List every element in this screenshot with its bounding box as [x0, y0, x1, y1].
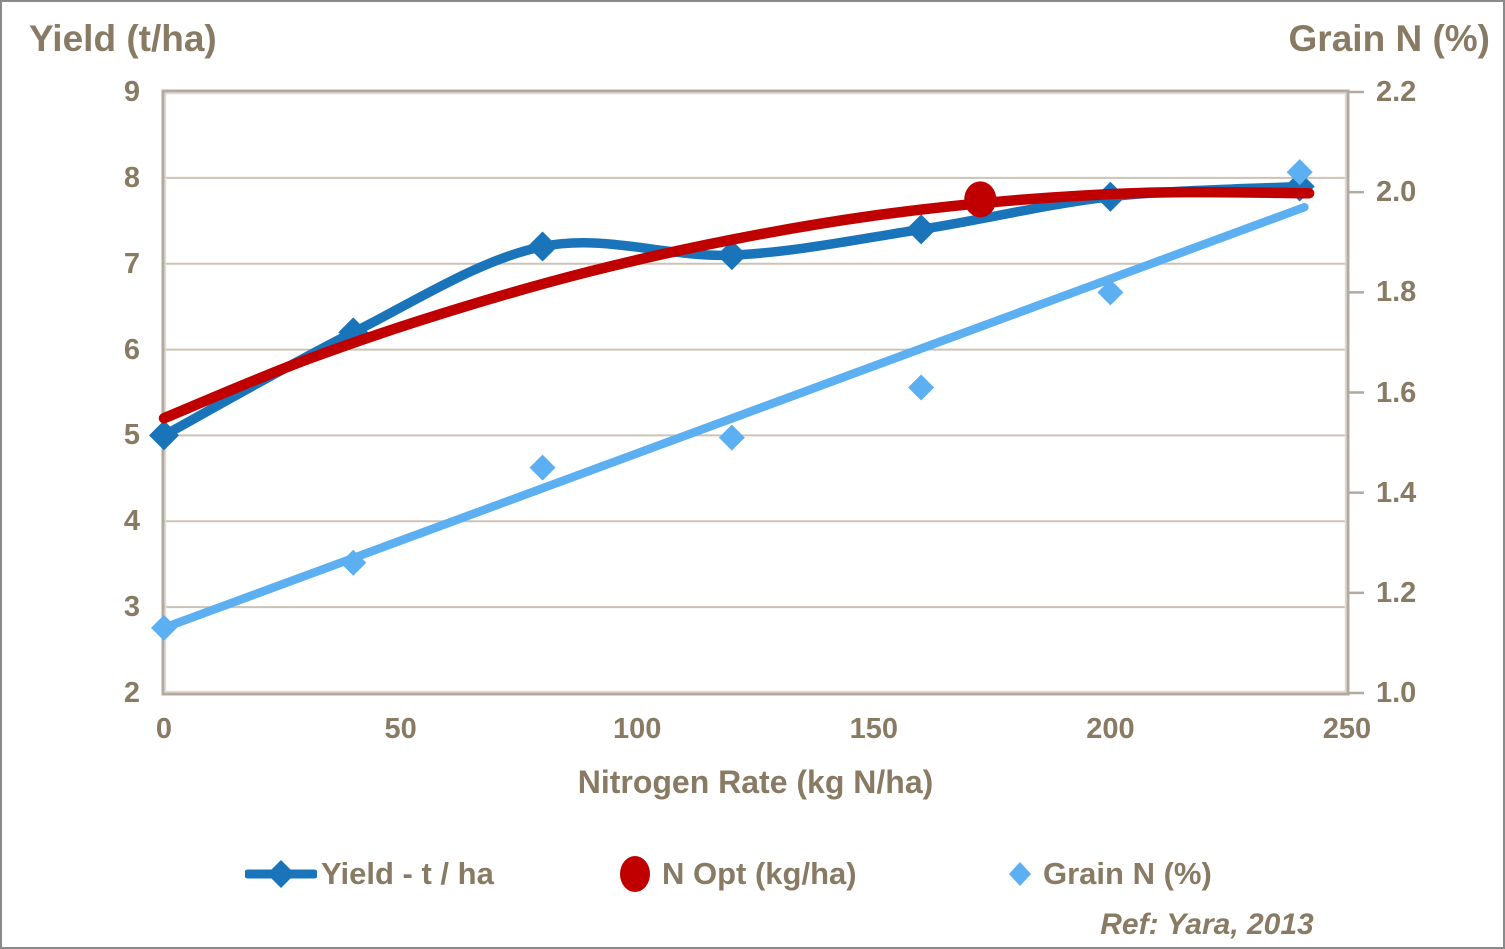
legend-label: Yield - t / ha [321, 856, 494, 891]
legend-diamond-icon [1009, 862, 1031, 886]
legend-label: Grain N (%) [1043, 856, 1212, 891]
x-tick-label: 200 [1086, 713, 1135, 745]
x-tick-label: 150 [849, 713, 898, 745]
x-tick-label: 50 [384, 713, 417, 745]
grain-marker [718, 424, 745, 451]
grain-marker [529, 454, 556, 481]
y-right-tick-label: 1.2 [1376, 576, 1417, 609]
y-left-tick-label: 3 [123, 591, 140, 624]
y-left-tick-label: 6 [123, 333, 140, 366]
n-opt-point [964, 181, 997, 218]
y-left-tick-label: 9 [123, 76, 140, 108]
y-right-tick-label: 2.2 [1376, 76, 1417, 108]
x-tick-label: 0 [155, 713, 173, 745]
y-left-tick-label: 5 [123, 419, 140, 452]
y-right-tick-label: 2.0 [1376, 176, 1417, 209]
reference-note: Ref: Yara, 2013 [1100, 908, 1314, 941]
y-right-tick-label: 1.0 [1376, 677, 1417, 709]
y-left-tick-label: 2 [123, 677, 140, 709]
legend: Yield - t / ha N Opt (kg/ha) Grain N (%) [2, 846, 1503, 902]
y-right-tick-label: 1.6 [1376, 376, 1417, 409]
grain-marker [340, 549, 367, 576]
yield-marker [906, 214, 937, 245]
n-opt-curve [158, 186, 1315, 424]
yield-marker [149, 420, 179, 451]
y-right-tick-label: 1.4 [1376, 476, 1417, 509]
grain-marker [151, 614, 177, 641]
x-tick-label: 100 [612, 713, 662, 745]
x-tick-label: 250 [1322, 713, 1372, 745]
grain-marker [1097, 279, 1124, 306]
right-axis-title: Grain N (%) [1288, 18, 1490, 59]
x-axis-title: Nitrogen Rate (kg N/ha) [577, 764, 934, 800]
left-axis-title: Yield (t/ha) [29, 18, 217, 59]
grain-marker [908, 374, 935, 401]
plot-frame-inner [164, 92, 1347, 693]
y-left-tick-label: 4 [123, 505, 140, 538]
y-right-tick-label: 1.8 [1376, 276, 1417, 309]
legend-item-2: N Opt (kg/ha) [618, 846, 857, 902]
yield-marker [716, 240, 747, 271]
y-left-tick-label: 8 [123, 161, 140, 194]
yield-marker [527, 231, 558, 262]
legend-label: N Opt (kg/ha) [662, 856, 857, 891]
plot-frame [161, 89, 1350, 696]
grain-marker [1286, 159, 1313, 186]
legend-circle-icon [620, 856, 650, 892]
grain-trend-line [159, 202, 1309, 633]
legend-line-diamond-icon [245, 860, 317, 888]
y-left-tick-label: 7 [123, 247, 140, 280]
legend-item-1: Yield - t / ha [245, 846, 494, 902]
legend-item-3: Grain N (%) [1006, 846, 1212, 902]
yield-line [159, 181, 1305, 441]
